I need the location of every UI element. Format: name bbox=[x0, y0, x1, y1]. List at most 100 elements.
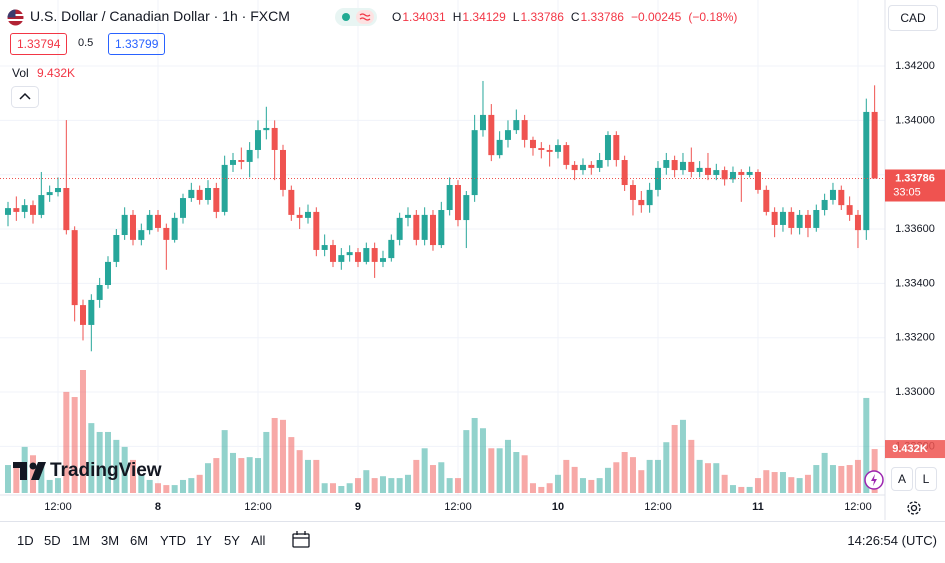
logo-text: TradingView bbox=[50, 460, 162, 481]
volume-bar bbox=[688, 439, 695, 493]
auto-scale-button[interactable]: A bbox=[891, 467, 913, 491]
candle-body bbox=[21, 205, 28, 212]
range-button[interactable]: All bbox=[251, 533, 266, 548]
last-price-label: 1.33786 bbox=[895, 172, 935, 184]
volume-bar bbox=[146, 479, 153, 493]
symbol-title[interactable]: U.S. Dollar / Canadian Dollar · 1h · FXC… bbox=[30, 8, 290, 24]
status-badge bbox=[335, 8, 377, 26]
volume-bar bbox=[579, 478, 586, 493]
volume-bar bbox=[721, 474, 728, 493]
y-tick-label: 1.34200 bbox=[895, 60, 935, 72]
candle-body bbox=[363, 248, 370, 262]
volume-tag-label: 9.432K bbox=[892, 443, 928, 455]
volume-bar bbox=[413, 459, 420, 493]
volume-bar bbox=[329, 483, 336, 493]
candle-body bbox=[296, 214, 303, 218]
flag-icon bbox=[7, 9, 24, 26]
volume-bar bbox=[488, 448, 495, 493]
volume-bar bbox=[54, 478, 61, 493]
bid-price[interactable]: 1.33794 bbox=[10, 33, 68, 55]
currency-button[interactable]: CAD bbox=[888, 5, 938, 31]
volume-legend: Vol 9.432K bbox=[12, 66, 75, 80]
legend-value: 1.34031 bbox=[402, 10, 446, 24]
candle-body bbox=[629, 185, 636, 200]
candle-body bbox=[338, 255, 345, 262]
legend-open: O1.34031 bbox=[392, 10, 446, 24]
range-button[interactable]: 5D bbox=[44, 533, 61, 548]
volume-bar bbox=[588, 479, 595, 493]
candle-body bbox=[346, 252, 353, 256]
range-button[interactable]: 1M bbox=[72, 533, 91, 548]
candle-body bbox=[771, 211, 778, 225]
range-button[interactable]: YTD bbox=[160, 533, 186, 548]
collapse-button[interactable] bbox=[11, 86, 39, 108]
candle-body bbox=[488, 114, 495, 156]
x-tick-label: 8 bbox=[155, 501, 161, 513]
candle-body bbox=[138, 230, 145, 240]
grid bbox=[0, 0, 885, 495]
toolbar-divider bbox=[0, 521, 945, 522]
y-tick-label: 1.33600 bbox=[895, 223, 935, 235]
candle-body bbox=[388, 239, 395, 259]
candle-body bbox=[329, 245, 336, 262]
candle-body bbox=[554, 145, 561, 152]
clock: 14:26:54 (UTC) bbox=[847, 533, 937, 548]
candle-body bbox=[438, 210, 445, 246]
log-scale-button[interactable]: L bbox=[915, 467, 937, 491]
candle-body bbox=[121, 214, 128, 236]
legend-low: L1.33786 bbox=[513, 10, 564, 24]
legend-change-percent: (−0.18%) bbox=[688, 10, 738, 24]
candle-body bbox=[754, 171, 761, 190]
x-tick-label: 10 bbox=[552, 501, 564, 513]
range-button[interactable]: 6M bbox=[130, 533, 149, 548]
ohlc-legend: O1.34031 H1.34129 L1.33786 C1.33786 −0.0… bbox=[392, 10, 737, 24]
x-tick-label: 11 bbox=[752, 501, 764, 513]
volume-bar bbox=[188, 478, 195, 493]
assistant-icon[interactable] bbox=[864, 470, 884, 490]
range-button[interactable]: 1Y bbox=[196, 533, 212, 548]
candle-body bbox=[763, 189, 770, 212]
volume-bar bbox=[396, 478, 403, 493]
volume-bar bbox=[554, 474, 561, 493]
volume-bar bbox=[179, 479, 186, 493]
y-tick-label: 1.33400 bbox=[895, 277, 935, 289]
volume-bar bbox=[679, 419, 686, 493]
candle-body bbox=[738, 171, 745, 175]
volume-bar bbox=[363, 470, 370, 493]
candle-body bbox=[96, 284, 103, 300]
ask-price[interactable]: 1.33799 bbox=[108, 33, 166, 55]
candle-body bbox=[221, 164, 228, 212]
volume-bar bbox=[404, 474, 411, 493]
candle-body bbox=[613, 135, 620, 161]
goto-date-icon[interactable] bbox=[291, 530, 313, 550]
volume-bar bbox=[829, 465, 836, 493]
volume-bar bbox=[246, 457, 253, 493]
range-button[interactable]: 1D bbox=[17, 533, 34, 548]
candle-body bbox=[579, 164, 586, 171]
volume-bar bbox=[788, 477, 795, 493]
candle-body bbox=[46, 192, 53, 196]
countdown-label: 33:05 bbox=[893, 186, 921, 198]
volume-bar bbox=[529, 483, 536, 493]
candle-body bbox=[813, 210, 820, 228]
settings-icon[interactable] bbox=[905, 499, 923, 517]
volume-bar bbox=[763, 470, 770, 493]
volume-bar bbox=[463, 430, 470, 493]
candle-body bbox=[146, 214, 153, 231]
volume-bar bbox=[421, 448, 428, 493]
volume-bar bbox=[713, 463, 720, 493]
range-button[interactable]: 5Y bbox=[224, 533, 240, 548]
volume-bar bbox=[538, 486, 545, 493]
range-button[interactable]: 3M bbox=[101, 533, 120, 548]
volume-bar bbox=[863, 397, 870, 493]
candle-body bbox=[229, 160, 236, 165]
volume-bar bbox=[121, 446, 128, 493]
volume-bar bbox=[338, 486, 345, 493]
candle-body bbox=[421, 214, 428, 240]
volume-bar bbox=[138, 474, 145, 493]
volume-bar bbox=[379, 476, 386, 493]
volume-bar bbox=[388, 478, 395, 493]
x-tick-label: 12:00 bbox=[44, 501, 72, 513]
candle-body bbox=[479, 114, 486, 131]
